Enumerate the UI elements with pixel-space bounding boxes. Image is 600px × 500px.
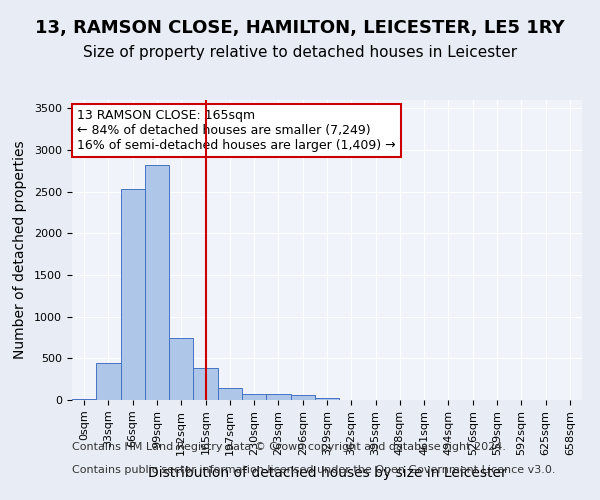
X-axis label: Distribution of detached houses by size in Leicester: Distribution of detached houses by size … xyxy=(148,466,506,480)
Bar xyxy=(145,165,169,400)
Text: Contains HM Land Registry data © Crown copyright and database right 2024.: Contains HM Land Registry data © Crown c… xyxy=(72,442,506,452)
Text: Size of property relative to detached houses in Leicester: Size of property relative to detached ho… xyxy=(83,45,517,60)
Bar xyxy=(169,338,193,400)
Bar xyxy=(315,398,339,400)
Text: 13 RAMSON CLOSE: 165sqm
← 84% of detached houses are smaller (7,249)
16% of semi: 13 RAMSON CLOSE: 165sqm ← 84% of detache… xyxy=(77,109,396,152)
Bar xyxy=(242,394,266,400)
Bar xyxy=(266,394,290,400)
Bar xyxy=(72,399,96,400)
Bar xyxy=(121,189,145,400)
Bar xyxy=(218,388,242,400)
Bar xyxy=(96,362,121,400)
Bar xyxy=(193,368,218,400)
Bar xyxy=(290,395,315,400)
Text: 13, RAMSON CLOSE, HAMILTON, LEICESTER, LE5 1RY: 13, RAMSON CLOSE, HAMILTON, LEICESTER, L… xyxy=(35,18,565,36)
Text: Contains public sector information licensed under the Open Government Licence v3: Contains public sector information licen… xyxy=(72,465,556,475)
Y-axis label: Number of detached properties: Number of detached properties xyxy=(13,140,27,360)
